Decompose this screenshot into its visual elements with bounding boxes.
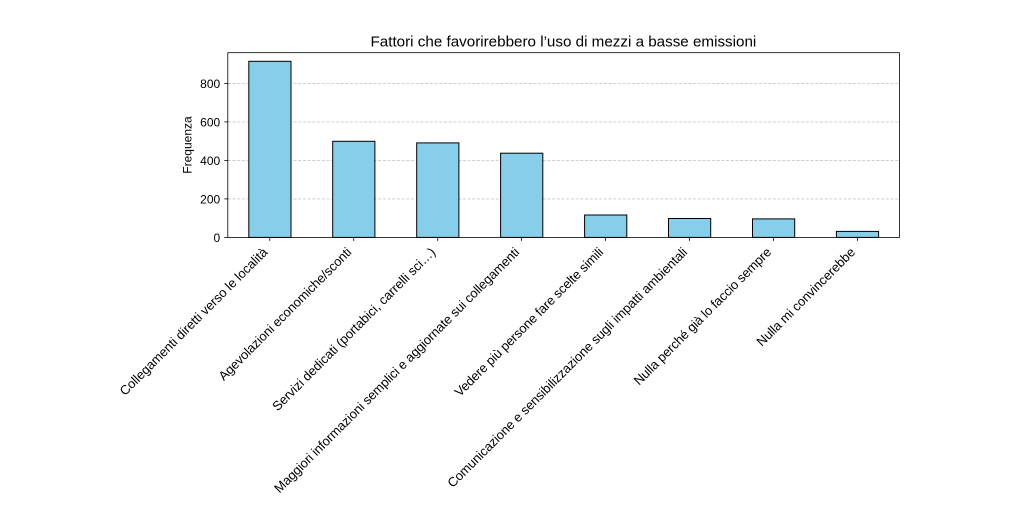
svg-text:0: 0 (214, 231, 221, 245)
svg-text:400: 400 (200, 154, 220, 168)
svg-text:200: 200 (200, 193, 220, 207)
svg-text:800: 800 (200, 77, 220, 91)
svg-text:600: 600 (200, 116, 220, 130)
svg-text:Fattori che favorirebbero l’us: Fattori che favorirebbero l’uso di mezzi… (371, 34, 757, 51)
svg-text:Frequenza: Frequenza (181, 116, 195, 174)
